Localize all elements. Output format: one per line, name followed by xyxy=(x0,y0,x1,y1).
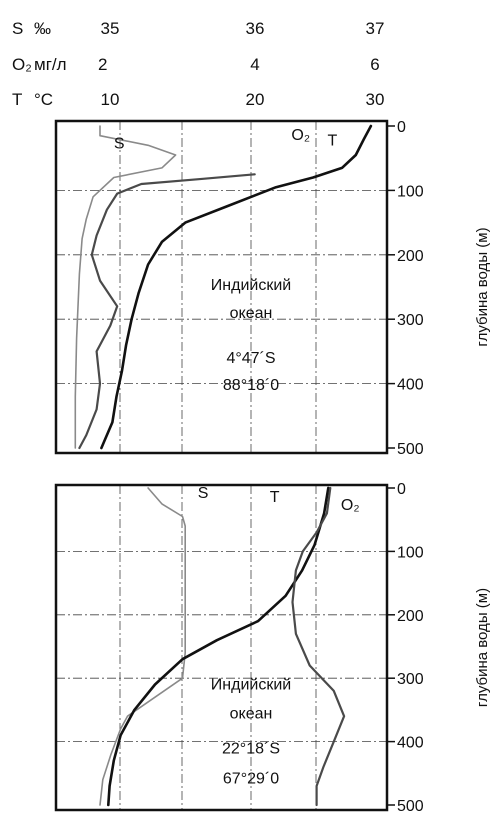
scale-row-2: T °C 10 20 30 xyxy=(12,90,384,109)
series-label-t: T xyxy=(270,489,280,506)
y-tick-label: 300 xyxy=(397,312,424,329)
y-axis: 0 100 200 300 400 500 глубина воды (м) xyxy=(387,119,491,458)
series-t-line xyxy=(107,486,330,807)
series-o2-line xyxy=(78,173,256,450)
y-axis-title: глубина воды (м) xyxy=(474,588,491,707)
y-tick-label: 400 xyxy=(397,735,424,752)
y-axis-title: глубина воды (м) xyxy=(474,227,491,346)
scale-row-0: S ‰ 35 36 37 xyxy=(12,19,384,38)
y-tick-label: 0 xyxy=(397,481,406,498)
series-s-line xyxy=(99,487,186,806)
series-label-t: T xyxy=(327,132,337,149)
scale-tick-label: 4 xyxy=(250,55,259,74)
chart-panel-1: 0 100 200 300 400 500 глубина воды (м) S O₂ T Инди… xyxy=(54,119,491,458)
scale-tick-label: 20 xyxy=(246,90,265,109)
scale-unit: ‰ xyxy=(34,19,51,38)
y-tick-label: 0 xyxy=(397,119,406,136)
y-tick-label: 300 xyxy=(397,671,424,688)
location-line: 22°18´S xyxy=(222,741,280,758)
location-line: океан xyxy=(230,305,273,322)
series-label-o2: O₂ xyxy=(291,127,310,144)
series-label-s: S xyxy=(114,136,125,153)
location-line: 88°18´0 xyxy=(223,377,279,394)
scale-tick-label: 2 xyxy=(98,55,107,74)
series-s-line xyxy=(74,125,177,449)
chart-panels: 0 100 200 300 400 500 глубина воды (м) S O₂ T Инди… xyxy=(54,119,491,815)
series-o2-line xyxy=(291,486,346,807)
y-tick-label: 100 xyxy=(397,544,424,561)
y-tick-label: 100 xyxy=(397,183,424,200)
location-line: океан xyxy=(230,706,273,723)
y-tick-label: 200 xyxy=(397,248,424,265)
scale-tick-label: 30 xyxy=(366,90,385,109)
scale-symbol: T xyxy=(12,90,22,109)
location-caption: Индийский океан 4°47´S 88°18´0 xyxy=(211,277,291,394)
scale-unit: мг/л xyxy=(34,55,67,74)
scale-unit: °C xyxy=(34,90,53,109)
y-tick-label: 500 xyxy=(397,798,424,815)
location-line: Индийский xyxy=(211,677,291,694)
location-line: 4°47´S xyxy=(226,350,275,367)
plot-frame xyxy=(54,483,389,812)
scale-tick-label: 6 xyxy=(370,55,379,74)
chart-panel-2: 0 100 200 300 400 500 глубина воды (м) S T O₂ Инди… xyxy=(54,481,491,815)
scale-tick-label: 37 xyxy=(366,19,385,38)
x-scales-header: S ‰ 35 36 37 O₂ мг/л 2 4 6 T °C 10 20 30 xyxy=(12,19,384,109)
location-line: 67°29´0 xyxy=(223,771,279,788)
scale-tick-label: 35 xyxy=(101,19,120,38)
y-tick-label: 200 xyxy=(397,608,424,625)
scale-row-1: O₂ мг/л 2 4 6 xyxy=(12,55,380,74)
series-label-s: S xyxy=(198,485,209,502)
series-t-line xyxy=(100,124,373,450)
gridlines xyxy=(56,485,387,810)
location-caption: Индийский океан 22°18´S 67°29´0 xyxy=(211,677,291,788)
y-tick-label: 400 xyxy=(397,377,424,394)
y-axis: 0 100 200 300 400 500 глубина воды (м) xyxy=(387,481,491,815)
location-line: Индийский xyxy=(211,277,291,294)
series-label-o2: O₂ xyxy=(341,497,360,514)
scale-symbol: S xyxy=(12,19,23,38)
scale-tick-label: 36 xyxy=(246,19,265,38)
scale-tick-label: 10 xyxy=(101,90,120,109)
y-tick-label: 500 xyxy=(397,441,424,458)
plot-frame xyxy=(54,119,389,455)
scale-symbol: O₂ xyxy=(12,55,32,74)
